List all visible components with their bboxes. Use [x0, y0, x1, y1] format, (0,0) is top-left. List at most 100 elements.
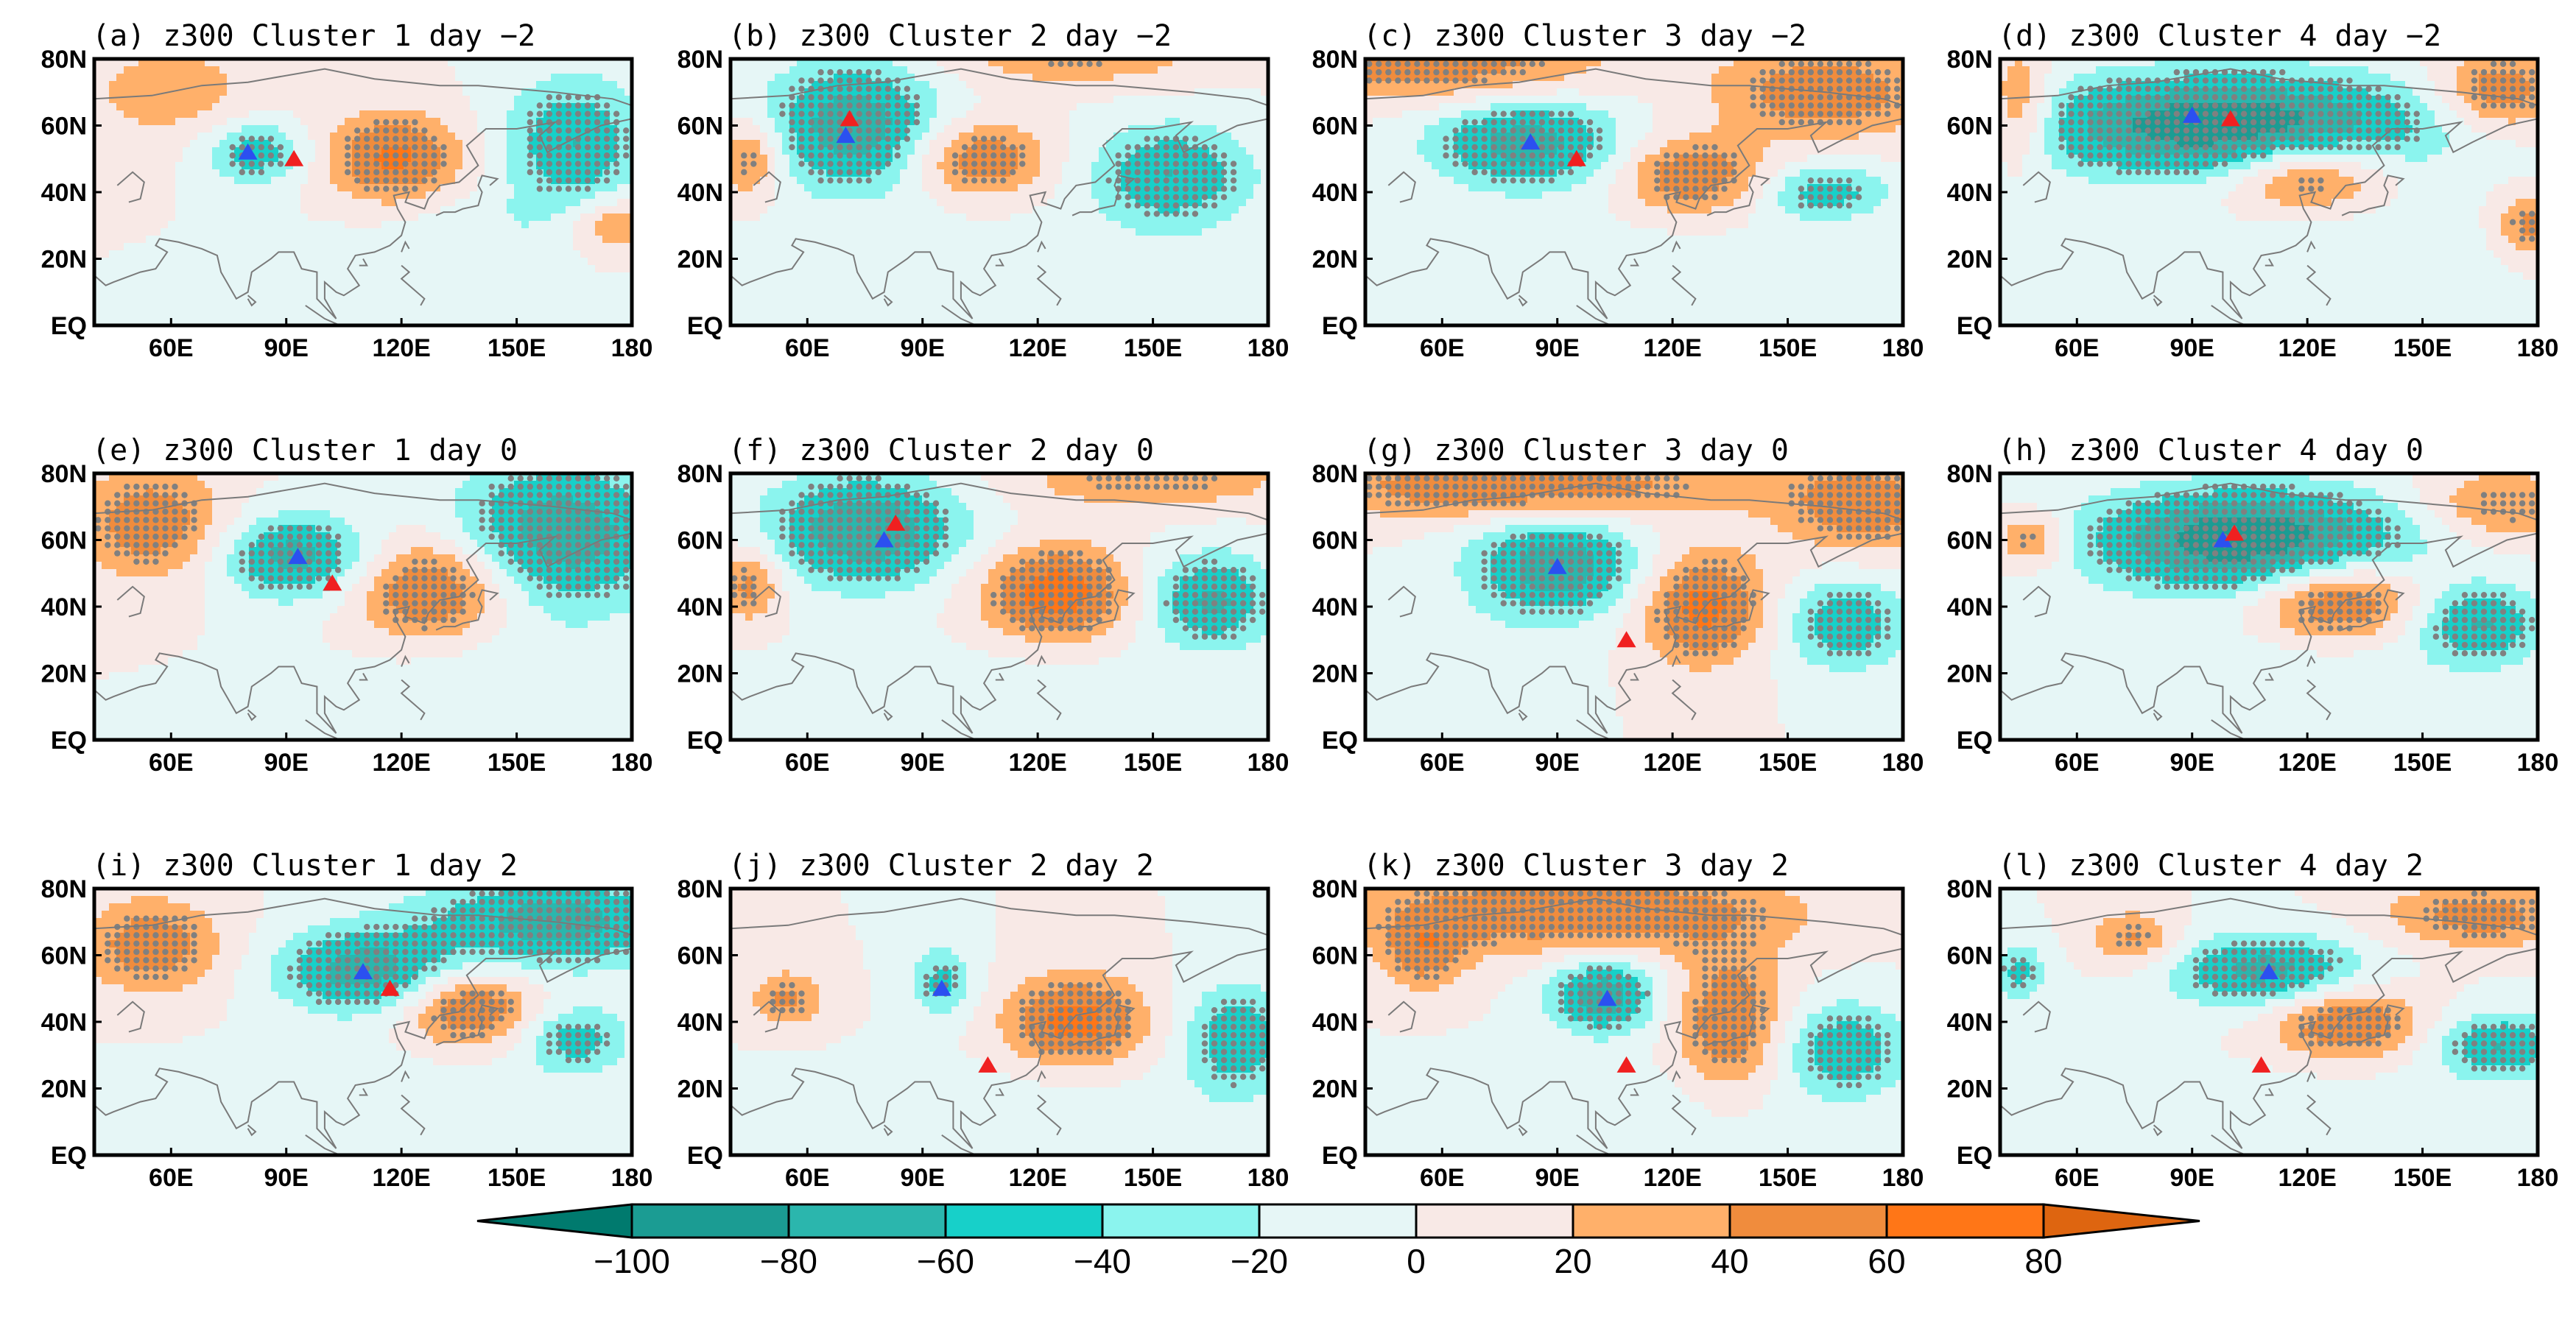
field-cell — [856, 228, 864, 236]
field-cell — [138, 110, 147, 119]
field-cell — [374, 221, 382, 229]
field-cell — [580, 228, 588, 236]
field-cell — [1253, 59, 1261, 67]
field-cell — [610, 199, 618, 207]
field-cell — [286, 221, 294, 229]
field-cell — [1106, 184, 1114, 192]
significance-dot — [565, 186, 572, 192]
field-cell — [183, 236, 191, 244]
field-cell — [205, 287, 213, 295]
field-cell — [1084, 228, 1092, 236]
field-cell — [521, 250, 529, 258]
field-cell — [264, 309, 272, 317]
field-cell — [760, 81, 768, 89]
significance-dot — [364, 144, 370, 151]
field-cell — [455, 162, 463, 170]
field-cell — [381, 213, 390, 222]
field-cell — [834, 162, 842, 170]
field-cell — [485, 59, 493, 67]
field-cell — [1010, 96, 1018, 104]
field-cell — [308, 162, 316, 170]
field-cell — [315, 169, 323, 177]
field-cell — [264, 81, 272, 89]
field-cell — [1040, 169, 1048, 177]
field-cell — [1055, 88, 1063, 96]
field-cell — [94, 110, 102, 119]
field-cell — [1091, 103, 1099, 111]
field-cell — [124, 147, 132, 155]
field-cell — [1209, 66, 1217, 74]
field-cell — [937, 221, 945, 229]
field-cell — [1099, 206, 1107, 214]
field-cell — [1253, 177, 1261, 185]
field-cell — [102, 103, 110, 111]
field-cell — [219, 66, 228, 74]
field-cell — [1246, 213, 1254, 222]
field-cell — [1077, 243, 1085, 251]
field-cell — [521, 191, 529, 200]
field-cell — [580, 317, 588, 325]
field-cell — [1246, 133, 1254, 141]
field-cell — [492, 294, 500, 303]
field-cell — [996, 59, 1004, 67]
field-cell — [485, 133, 493, 141]
field-cell — [175, 103, 183, 111]
field-cell — [856, 184, 864, 192]
field-cell — [595, 287, 603, 295]
field-cell — [249, 302, 257, 310]
significance-dot — [412, 160, 418, 167]
field-cell — [1062, 74, 1070, 82]
field-cell — [146, 74, 154, 82]
field-cell — [753, 96, 761, 104]
field-cell — [617, 199, 625, 207]
field-cell — [367, 184, 375, 192]
field-cell — [841, 169, 849, 177]
field-cell — [812, 258, 820, 266]
field-cell — [175, 155, 183, 163]
field-cell — [588, 309, 596, 317]
field-cell — [426, 162, 434, 170]
field-cell — [996, 169, 1004, 177]
field-cell — [745, 213, 753, 222]
field-cell — [1246, 250, 1254, 258]
significance-dot — [229, 144, 236, 151]
field-cell — [448, 140, 456, 148]
field-cell — [885, 177, 893, 185]
field-cell — [462, 147, 471, 155]
field-cell — [271, 206, 279, 214]
field-cell — [1180, 199, 1188, 207]
field-cell — [146, 272, 154, 280]
field-cell — [168, 243, 176, 251]
field-cell — [1194, 81, 1203, 89]
field-cell — [433, 110, 441, 119]
field-cell — [812, 133, 820, 141]
field-cell — [1253, 103, 1261, 111]
field-cell — [197, 110, 205, 119]
field-cell — [131, 66, 139, 74]
field-cell — [1091, 162, 1099, 170]
significance-dot — [421, 177, 428, 184]
field-cell — [426, 140, 434, 148]
field-cell — [514, 272, 522, 280]
field-cell — [212, 236, 220, 244]
field-cell — [789, 81, 798, 89]
field-cell — [94, 169, 102, 177]
field-cell — [841, 206, 849, 214]
field-cell — [433, 125, 441, 133]
field-cell — [109, 309, 117, 317]
field-cell — [278, 96, 286, 104]
field-cell — [1158, 177, 1166, 185]
field-cell — [278, 206, 286, 214]
field-cell — [760, 243, 768, 251]
field-cell — [448, 191, 456, 200]
field-cell — [337, 250, 345, 258]
field-cell — [1047, 199, 1055, 207]
field-cell — [396, 199, 404, 207]
field-cell — [323, 66, 331, 74]
field-cell — [922, 184, 930, 192]
field-cell — [775, 140, 783, 148]
field-cell — [566, 155, 574, 163]
field-cell — [959, 250, 967, 258]
field-cell — [1128, 155, 1136, 163]
field-cell — [359, 272, 367, 280]
